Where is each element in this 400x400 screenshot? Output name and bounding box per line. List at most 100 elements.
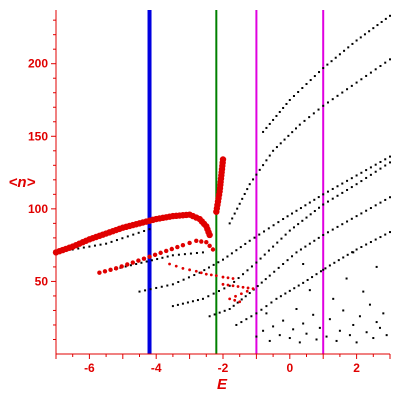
black-point-c7-21 <box>343 49 346 52</box>
black-point-c5-18 <box>319 270 322 273</box>
black-scatter-point-9 <box>302 322 305 325</box>
black-point-c7-5 <box>278 110 281 113</box>
black-point-c6-4 <box>238 202 241 205</box>
black-point-c7-22 <box>347 46 350 49</box>
black-point-c3-18 <box>259 257 262 260</box>
black-point-c5-8 <box>275 297 278 300</box>
black-point-c6-27 <box>322 104 325 107</box>
black-point-c0-5 <box>82 246 85 249</box>
black-point-c7-29 <box>376 24 379 27</box>
black-point-c5-3 <box>250 315 253 318</box>
black-point-c6-3 <box>236 207 239 210</box>
black-point-c4-2 <box>218 311 221 314</box>
red-point-s1-11 <box>158 250 163 256</box>
black-point-c5-29 <box>369 241 372 244</box>
black-scatter-point-34 <box>308 289 311 292</box>
black-point-c2-22 <box>248 239 251 242</box>
red-point-s2-2 <box>181 266 185 270</box>
red-point-s1-18 <box>199 239 204 244</box>
black-point-c1-6 <box>129 264 132 267</box>
black-point-c2-6 <box>171 283 174 286</box>
black-point-c2-41 <box>336 185 339 188</box>
black-point-c2-12 <box>203 269 206 272</box>
black-point-c2-19 <box>235 249 238 252</box>
black-point-c0-8 <box>99 243 102 246</box>
y-axis-title: <n> <box>9 174 36 191</box>
black-point-c3-36 <box>336 194 339 197</box>
black-point-c6-28 <box>326 101 329 104</box>
red-point-s2-8 <box>214 274 218 278</box>
red-point-s1-20 <box>207 243 212 249</box>
black-point-c3-11 <box>228 284 231 287</box>
black-point-c5-5 <box>260 308 263 311</box>
black-point-c5-6 <box>265 305 268 308</box>
black-point-c7-32 <box>389 14 391 17</box>
red-point-s1-19 <box>204 240 209 245</box>
black-point-c7-30 <box>380 20 383 23</box>
black-point-c6-5 <box>241 197 244 200</box>
black-point-c5-9 <box>279 295 282 298</box>
black-point-c2-44 <box>350 177 353 180</box>
y-tick-label-2: 150 <box>28 129 48 143</box>
black-point-c4-4 <box>228 308 231 311</box>
black-point-c6-14 <box>268 154 271 157</box>
black-point-c3-4 <box>191 300 194 303</box>
red-point-s1-2 <box>108 267 113 273</box>
red-point-s4-5 <box>246 286 250 290</box>
black-point-c3-37 <box>341 191 344 194</box>
black-point-c2-47 <box>365 169 368 172</box>
black-scatter-point-4 <box>278 334 281 337</box>
black-point-c6-36 <box>365 74 368 77</box>
black-point-c7-25 <box>359 36 362 39</box>
black-point-c0-7 <box>93 244 96 247</box>
black-point-c3-5 <box>196 299 199 302</box>
black-point-c0-14 <box>132 233 135 236</box>
red-point-s4-7 <box>245 289 249 293</box>
black-scatter-point-0 <box>255 335 258 338</box>
black-point-c4-40 <box>389 196 391 199</box>
black-point-c4-8 <box>244 295 247 298</box>
black-point-c0-17 <box>148 228 151 231</box>
black-point-c3-39 <box>350 186 353 189</box>
black-point-c3-23 <box>280 237 283 240</box>
black-point-c2-2 <box>149 288 152 291</box>
red-point-s1-4 <box>119 264 124 269</box>
black-point-c3-46 <box>384 164 387 167</box>
red-point-s2-10 <box>226 276 230 280</box>
black-scatter-point-29 <box>385 334 388 337</box>
black-point-c0-4 <box>77 247 80 250</box>
black-point-c4-11 <box>256 285 259 288</box>
black-point-c4-6 <box>236 301 239 304</box>
black-point-c2-20 <box>239 246 242 249</box>
red-point-s2-1 <box>174 264 178 268</box>
black-point-c7-9 <box>292 95 295 97</box>
black-point-c7-13 <box>309 79 312 82</box>
red-point-s1-7 <box>136 258 141 263</box>
red-point-s1-17 <box>194 238 199 243</box>
black-point-c5-21 <box>333 261 336 264</box>
black-point-c7-26 <box>363 33 366 36</box>
black-point-c7-27 <box>368 30 371 33</box>
black-point-c6-6 <box>243 192 246 195</box>
black-point-c5-4 <box>255 312 258 315</box>
black-point-c6-8 <box>248 183 251 186</box>
black-point-c3-38 <box>346 188 349 191</box>
x-tick-label-3: 0 <box>286 361 293 375</box>
red-point-s4-8 <box>239 292 243 296</box>
black-point-c6-32 <box>346 88 349 91</box>
black-point-c6-22 <box>298 123 301 126</box>
black-point-c1-11 <box>156 258 159 261</box>
black-point-c3-19 <box>263 253 266 256</box>
black-point-c6-30 <box>336 94 339 97</box>
black-scatter-point-10 <box>305 332 308 335</box>
black-point-c5-12 <box>293 287 296 290</box>
black-point-c7-0 <box>262 130 265 133</box>
black-point-c2-13 <box>207 266 210 269</box>
black-point-c4-20 <box>295 251 298 254</box>
black-point-c1-14 <box>171 254 174 257</box>
black-point-c3-6 <box>201 297 204 300</box>
black-scatter-point-21 <box>355 341 358 344</box>
black-point-c2-27 <box>272 224 275 227</box>
black-point-c4-38 <box>379 201 382 204</box>
black-point-c4-9 <box>248 292 251 295</box>
